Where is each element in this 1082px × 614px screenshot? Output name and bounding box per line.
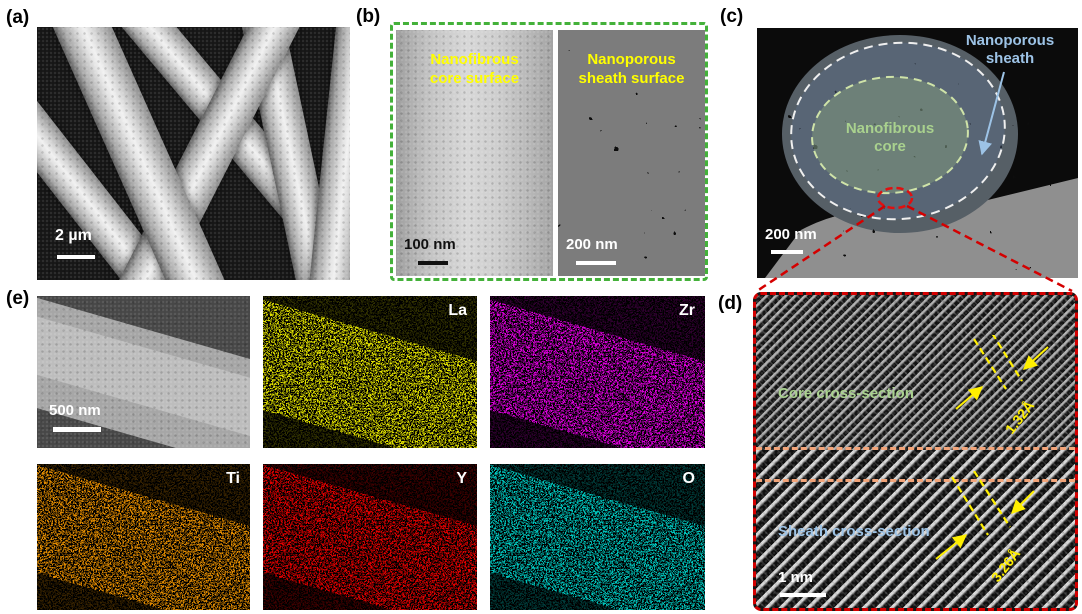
element-map-texture xyxy=(490,296,705,448)
scale-bar-label: 100 nm xyxy=(404,236,456,253)
core-spacing-value: 1.32Å xyxy=(1002,398,1038,437)
measure-arrow xyxy=(935,534,968,560)
element-symbol: O xyxy=(682,470,695,487)
scale-bar xyxy=(780,593,826,597)
element-symbol: Zr xyxy=(679,302,695,319)
element-map-texture xyxy=(37,464,250,610)
interface-dashed-line xyxy=(756,479,1075,482)
panel-c-label: (c) xyxy=(720,6,744,27)
porous-texture xyxy=(558,30,705,276)
sheath-region-tint xyxy=(791,42,1005,220)
element-map-texture xyxy=(263,464,477,610)
core-lattice-texture xyxy=(756,295,1075,450)
measure-arrow xyxy=(1011,490,1035,514)
element-symbol: Ti xyxy=(226,470,240,487)
core-annotation: Nanofibrous core xyxy=(845,120,935,155)
eds-map-Ti: Ti xyxy=(37,464,250,610)
scale-bar-label: 200 nm xyxy=(566,236,618,253)
sheath-spacing-value: 3.26Å xyxy=(988,546,1024,585)
element-symbol: Y xyxy=(456,470,467,487)
panel-b-label: (b) xyxy=(356,6,381,27)
eds-map-La: La xyxy=(263,296,477,448)
panel-a-sem-image: 2 µm xyxy=(37,27,350,280)
sheath-pointer-arrow xyxy=(978,71,1005,156)
panel-d-label: (d) xyxy=(718,293,743,314)
fiber-face xyxy=(782,35,1018,233)
measure-arrow xyxy=(1022,346,1049,370)
element-symbol: La xyxy=(448,302,467,319)
panel-b-surface-images: Nanofibrous core surface 100 nm Nanoporo… xyxy=(390,22,708,281)
panel-c-cross-section-image: Nanoporous sheath Nanofibrous core 200 n… xyxy=(757,28,1078,278)
panel-a-label: (a) xyxy=(6,7,30,28)
sheath-region-label: Sheath cross-section xyxy=(778,523,930,540)
scale-bar-label: 200 nm xyxy=(765,226,817,243)
scale-bar xyxy=(576,261,616,265)
core-region-label: Core cross-section xyxy=(778,385,914,402)
core-region-tint xyxy=(812,76,968,194)
sheath-surface-image: Nanoporous sheath surface 200 nm xyxy=(558,30,705,276)
scale-bar xyxy=(53,427,101,432)
sheath-surface-title: Nanoporous sheath surface xyxy=(578,51,685,87)
interface-dashed-line xyxy=(756,447,1075,450)
core-spacing-measurement: 1.32Å xyxy=(955,335,1049,437)
zoom-callout-ellipse xyxy=(876,186,914,210)
eds-map-Y: Y xyxy=(263,464,477,610)
sheath-annotation: Nanoporous sheath xyxy=(965,32,1055,67)
core-surface-image: Nanofibrous core surface 100 nm xyxy=(396,30,553,276)
scale-bar-label: 2 µm xyxy=(55,227,92,244)
core-surface-title: Nanofibrous core surface xyxy=(429,51,520,87)
element-map-texture xyxy=(263,296,477,448)
sheath-lattice-texture xyxy=(756,450,1075,608)
element-map-texture xyxy=(490,464,705,610)
scale-bar xyxy=(771,250,803,254)
panel-e-label: (e) xyxy=(6,288,30,309)
eds-sem-image: 500 nm xyxy=(37,296,250,448)
panel-d-hrtem-image: Core cross-section Sheath cross-section … xyxy=(753,292,1078,611)
scale-bar-label: 500 nm xyxy=(49,402,101,419)
scale-bar-label: 1 nm xyxy=(778,569,814,586)
eds-map-O: O xyxy=(490,464,705,610)
eds-map-Zr: Zr xyxy=(490,296,705,448)
measure-arrow xyxy=(955,386,984,410)
sem-fiber-band xyxy=(37,296,250,448)
scale-bar xyxy=(418,261,448,265)
scale-bar xyxy=(57,255,95,259)
sheath-spacing-measurement: 3.26Å xyxy=(935,471,1035,585)
